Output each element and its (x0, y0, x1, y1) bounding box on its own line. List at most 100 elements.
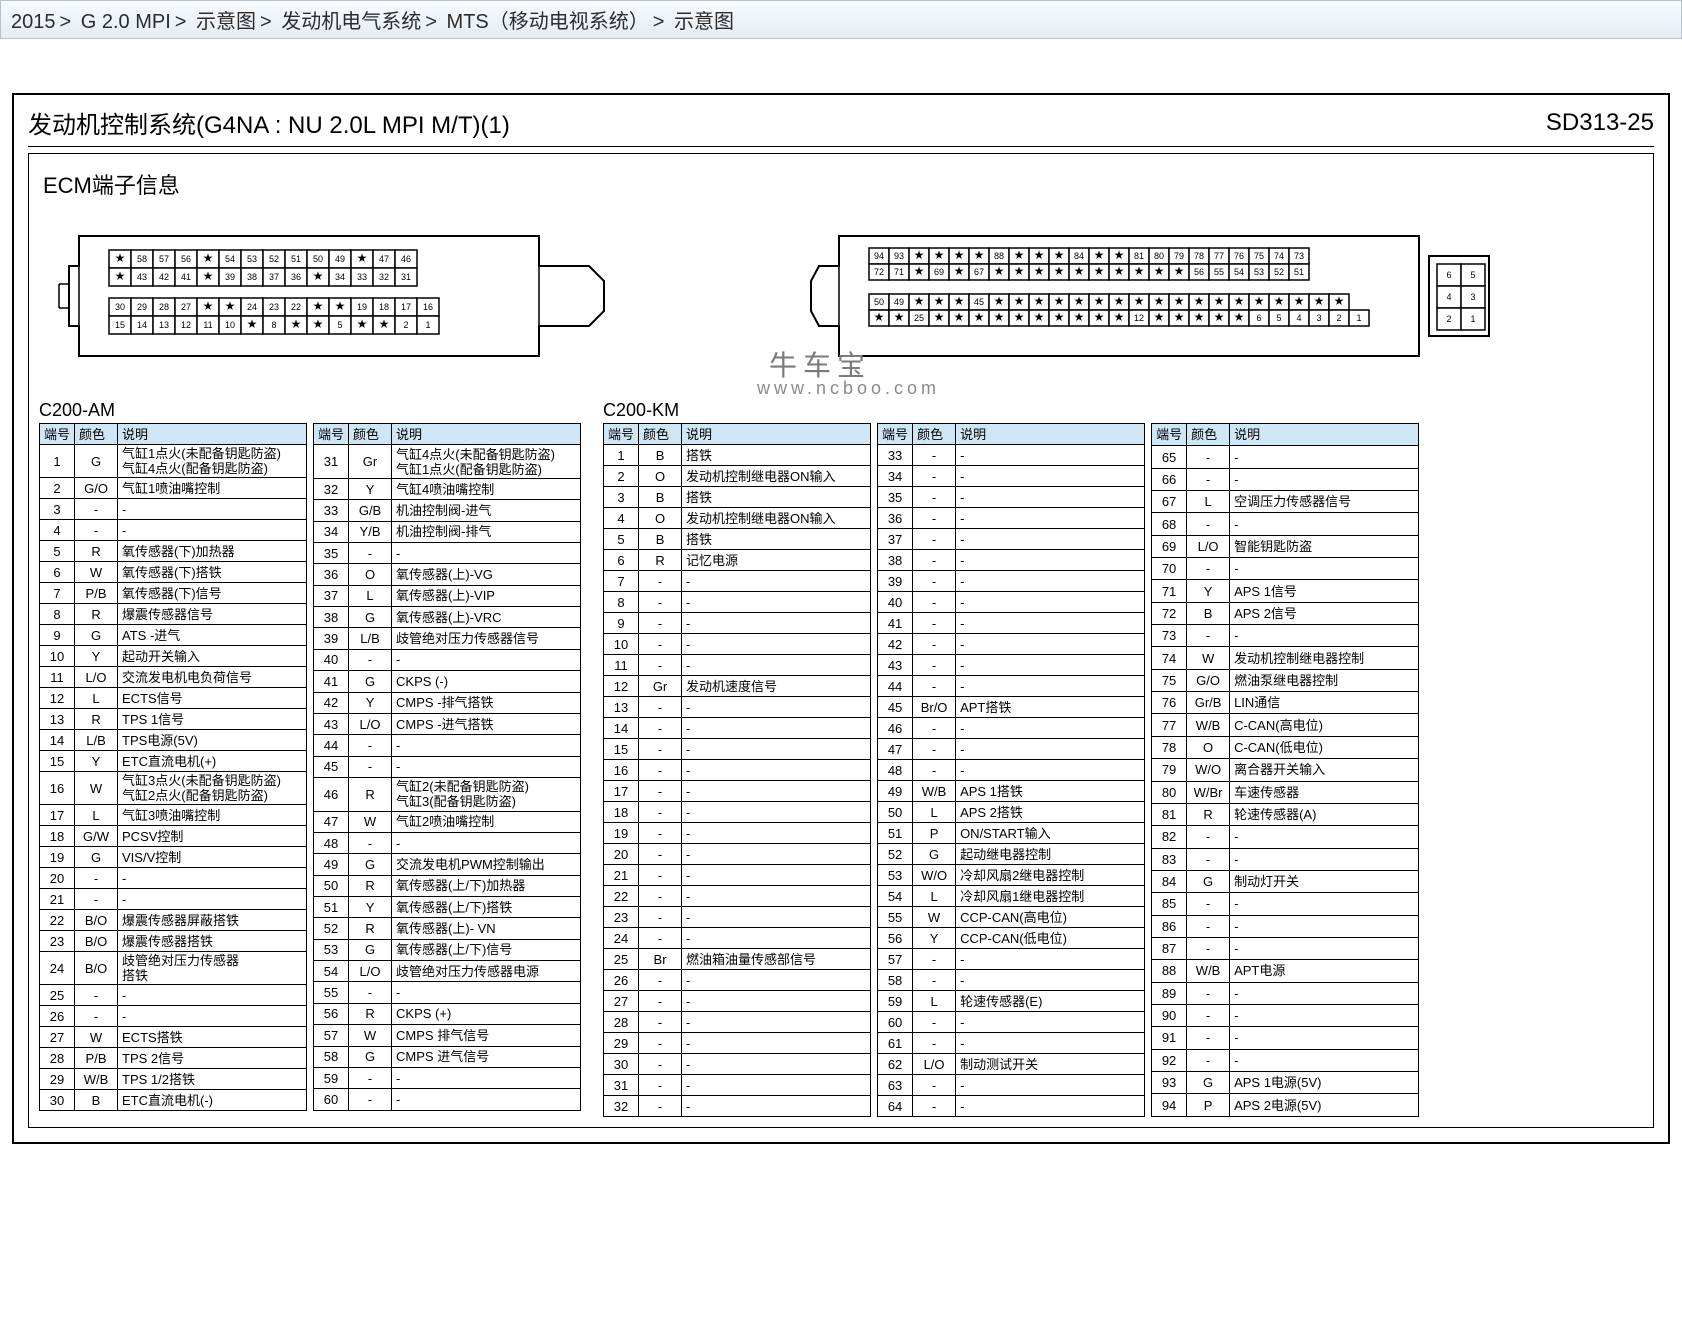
svg-text:1: 1 (1356, 313, 1361, 323)
table-row: 22 B/O 爆震传感器屏蔽搭铁 (40, 910, 307, 931)
crumb[interactable]: 示意图 (196, 11, 256, 33)
svg-text:★: ★ (335, 299, 346, 313)
crumb[interactable]: 2015 (11, 11, 56, 33)
table-row: 37 - - (878, 529, 1145, 550)
svg-text:84: 84 (1074, 251, 1084, 261)
table-row: 19 G VIS/V控制 (40, 847, 307, 868)
table-row: 23 - - (604, 907, 871, 928)
svg-text:★: ★ (1174, 310, 1185, 324)
table-row: 55 - - (314, 982, 581, 1003)
table-row: 22 - - (604, 886, 871, 907)
table-row: 59 L 轮速传感器(E) (878, 991, 1145, 1012)
svg-text:16: 16 (423, 302, 433, 312)
svg-text:5: 5 (1470, 270, 1475, 280)
table-row: 38 G 氧传感器(上)-VRC (314, 607, 581, 628)
svg-text:★: ★ (1174, 294, 1185, 308)
table-row: 71 Y APS 1信号 (1152, 580, 1419, 602)
svg-text:22: 22 (291, 302, 301, 312)
table-row: 25 Br 燃油箱油量传感部信号 (604, 949, 871, 970)
table-row: 72 B APS 2信号 (1152, 602, 1419, 624)
crumb[interactable]: G 2.0 MPI (81, 11, 171, 33)
table-am-right: 端号颜色说明 31 Gr 气缸4点火(未配备钥匙防盗)气缸1点火(配备钥匙防盗)… (313, 423, 581, 1111)
table-row: 28 - - (604, 1012, 871, 1033)
svg-text:51: 51 (1294, 267, 1304, 277)
connector-label-right: C200-KM (603, 400, 1419, 421)
table-row: 36 - - (878, 508, 1145, 529)
table-am-left: 端号颜色说明 1 G 气缸1点火(未配备钥匙防盗)气缸4点火(配备钥匙防盗) 2… (39, 423, 307, 1111)
table-row: 49 G 交流发电机PWM控制输出 (314, 854, 581, 875)
table-row: 26 - - (604, 970, 871, 991)
svg-text:46: 46 (401, 254, 411, 264)
svg-text:8: 8 (271, 320, 276, 330)
svg-text:★: ★ (1214, 294, 1225, 308)
svg-text:★: ★ (1054, 294, 1065, 308)
svg-text:50: 50 (313, 254, 323, 264)
table-row: 4 - - (40, 520, 307, 541)
svg-text:41: 41 (181, 272, 191, 282)
svg-text:2: 2 (403, 320, 408, 330)
svg-text:51: 51 (291, 254, 301, 264)
watermark-url: www.ncboo.com (757, 378, 940, 399)
doc-code: SD313-25 (1546, 109, 1654, 137)
table-row: 57 - - (878, 949, 1145, 970)
svg-text:71: 71 (894, 267, 904, 277)
svg-text:★: ★ (1014, 310, 1025, 324)
table-row: 44 - - (878, 676, 1145, 697)
table-row: 40 - - (878, 592, 1145, 613)
crumb[interactable]: 发动机电气系统 (281, 11, 421, 33)
table-row: 32 - - (604, 1096, 871, 1117)
crumb[interactable]: MTS（移动电视系统） (447, 11, 649, 33)
table-row: 6 W 氧传感器(下)搭铁 (40, 562, 307, 583)
table-row: 5 B 搭铁 (604, 529, 871, 550)
svg-text:80: 80 (1154, 251, 1164, 261)
table-row: 45 Br/O APT搭铁 (878, 697, 1145, 718)
svg-text:★: ★ (1094, 310, 1105, 324)
svg-text:★: ★ (954, 310, 965, 324)
svg-text:★: ★ (954, 294, 965, 308)
svg-text:33: 33 (357, 272, 367, 282)
table-row: 70 - - (1152, 558, 1419, 580)
table-row: 66 - - (1152, 468, 1419, 490)
breadcrumb[interactable]: 2015> G 2.0 MPI> 示意图> 发动机电气系统> MTS（移动电视系… (0, 0, 1682, 39)
svg-text:★: ★ (934, 294, 945, 308)
table-row: 92 - - (1152, 1049, 1419, 1071)
table-row: 32 Y 气缸4喷油嘴控制 (314, 478, 581, 499)
svg-text:★: ★ (1274, 294, 1285, 308)
table-row: 6 R 记忆电源 (604, 550, 871, 571)
table-row: 20 - - (40, 868, 307, 889)
table-row: 57 W CMPS 排气信号 (314, 1025, 581, 1046)
table-row: 46 - - (878, 718, 1145, 739)
svg-text:★: ★ (1034, 248, 1045, 262)
table-row: 4 O 发动机控制继电器ON输入 (604, 508, 871, 529)
table-row: 29 W/B TPS 1/2搭铁 (40, 1069, 307, 1090)
crumb[interactable]: 示意图 (674, 11, 734, 33)
svg-text:5: 5 (1276, 313, 1281, 323)
svg-text:53: 53 (247, 254, 257, 264)
tables-area: C200-AM 端号颜色说明 1 G 气缸1点火(未配备钥匙防盗)气缸4点火(配… (39, 388, 1643, 1117)
svg-text:79: 79 (1174, 251, 1184, 261)
svg-text:★: ★ (994, 264, 1005, 278)
table-row: 94 P APS 2电源(5V) (1152, 1094, 1419, 1117)
table-row: 58 - - (878, 970, 1145, 991)
svg-text:10: 10 (225, 320, 235, 330)
table-row: 44 - - (314, 735, 581, 756)
svg-text:1: 1 (1470, 314, 1475, 324)
table-row: 21 - - (40, 889, 307, 910)
svg-text:17: 17 (401, 302, 411, 312)
table-row: 8 R 爆震传感器信号 (40, 604, 307, 625)
svg-text:38: 38 (247, 272, 257, 282)
svg-text:★: ★ (1134, 294, 1145, 308)
svg-text:50: 50 (874, 297, 884, 307)
table-row: 38 - - (878, 550, 1145, 571)
svg-text:★: ★ (1214, 310, 1225, 324)
table-row: 45 - - (314, 756, 581, 777)
table-row: 75 G/O 燃油泵继电器控制 (1152, 669, 1419, 691)
table-row: 15 - - (604, 739, 871, 760)
connector-right-diagram: 9493★★★★88★★★84★★8180797877767574737271★… (809, 206, 1509, 386)
table-row: 59 - - (314, 1067, 581, 1088)
table-row: 51 Y 氧传感器(上/下)搭铁 (314, 896, 581, 917)
connector-left-diagram: ★585756★545352515049★4746★434241★3938373… (49, 206, 609, 386)
svg-text:88: 88 (994, 251, 1004, 261)
svg-text:24: 24 (247, 302, 257, 312)
svg-text:★: ★ (1134, 264, 1145, 278)
